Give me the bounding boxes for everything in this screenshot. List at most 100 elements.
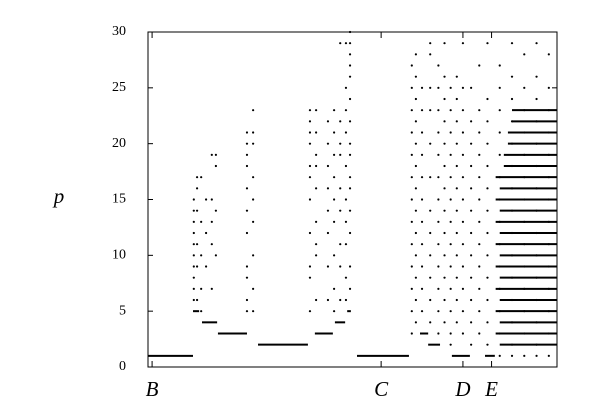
point [449,198,452,201]
point [332,109,336,112]
point [429,321,432,324]
point [344,164,348,168]
point [498,354,501,357]
point [332,254,336,257]
point [443,75,446,78]
point [344,131,348,134]
y-tick-label: 25 [112,80,126,95]
point [523,265,526,268]
point [332,176,336,179]
point [455,231,458,235]
point [461,153,465,156]
point [443,254,446,257]
point [547,220,550,223]
y-tick-label: 0 [119,359,126,374]
point [245,187,249,190]
point [437,287,440,290]
point [410,243,413,246]
point [420,310,424,313]
point [498,198,501,201]
point [510,75,514,78]
point [437,310,440,313]
point [252,310,255,313]
point [192,209,195,212]
point [523,287,526,290]
point [214,254,217,257]
point [308,120,312,123]
point [535,343,538,346]
point [461,176,465,179]
point [344,243,348,246]
point [470,120,473,123]
point [455,254,458,257]
point [478,153,481,156]
point [339,120,342,123]
point [326,209,330,212]
point [523,332,526,335]
point [252,198,255,201]
point [245,153,249,156]
point [348,209,352,212]
point [510,42,514,45]
point [245,265,249,268]
point [192,243,195,246]
point [429,209,432,212]
point [461,220,465,223]
point [420,265,424,268]
point [410,198,413,201]
point [547,153,550,156]
point [348,142,352,145]
point [470,187,473,190]
point [437,220,440,223]
point [455,120,458,123]
point [195,187,199,190]
point [486,42,489,45]
point [252,220,255,223]
point [344,42,348,45]
point [192,265,195,268]
point [535,321,538,324]
point [455,142,458,145]
point [344,86,348,89]
point [332,131,336,134]
point [192,287,195,290]
point [200,176,203,179]
point [523,220,526,223]
point [420,198,424,201]
point [420,220,424,223]
point [410,310,413,313]
point [449,176,452,179]
point [410,332,413,335]
point [348,53,352,56]
point [429,176,432,179]
point [314,164,318,168]
point [461,332,465,335]
point [510,354,514,357]
point [437,198,440,201]
point [486,298,489,302]
point [348,176,352,179]
point [443,42,446,45]
point [535,120,538,123]
point [348,287,352,290]
point [414,97,417,101]
point [308,310,312,313]
y-tick-label: 30 [112,24,126,39]
point [443,97,446,101]
point [344,198,348,201]
point [332,198,336,201]
point [410,64,413,67]
point [410,86,413,89]
point [308,142,312,145]
point [547,265,550,268]
point [478,243,481,246]
point [449,343,452,346]
point [214,209,217,212]
point [443,276,446,279]
point [443,142,446,145]
point [523,354,526,357]
point [210,243,213,246]
point [429,42,432,45]
point [470,231,473,235]
